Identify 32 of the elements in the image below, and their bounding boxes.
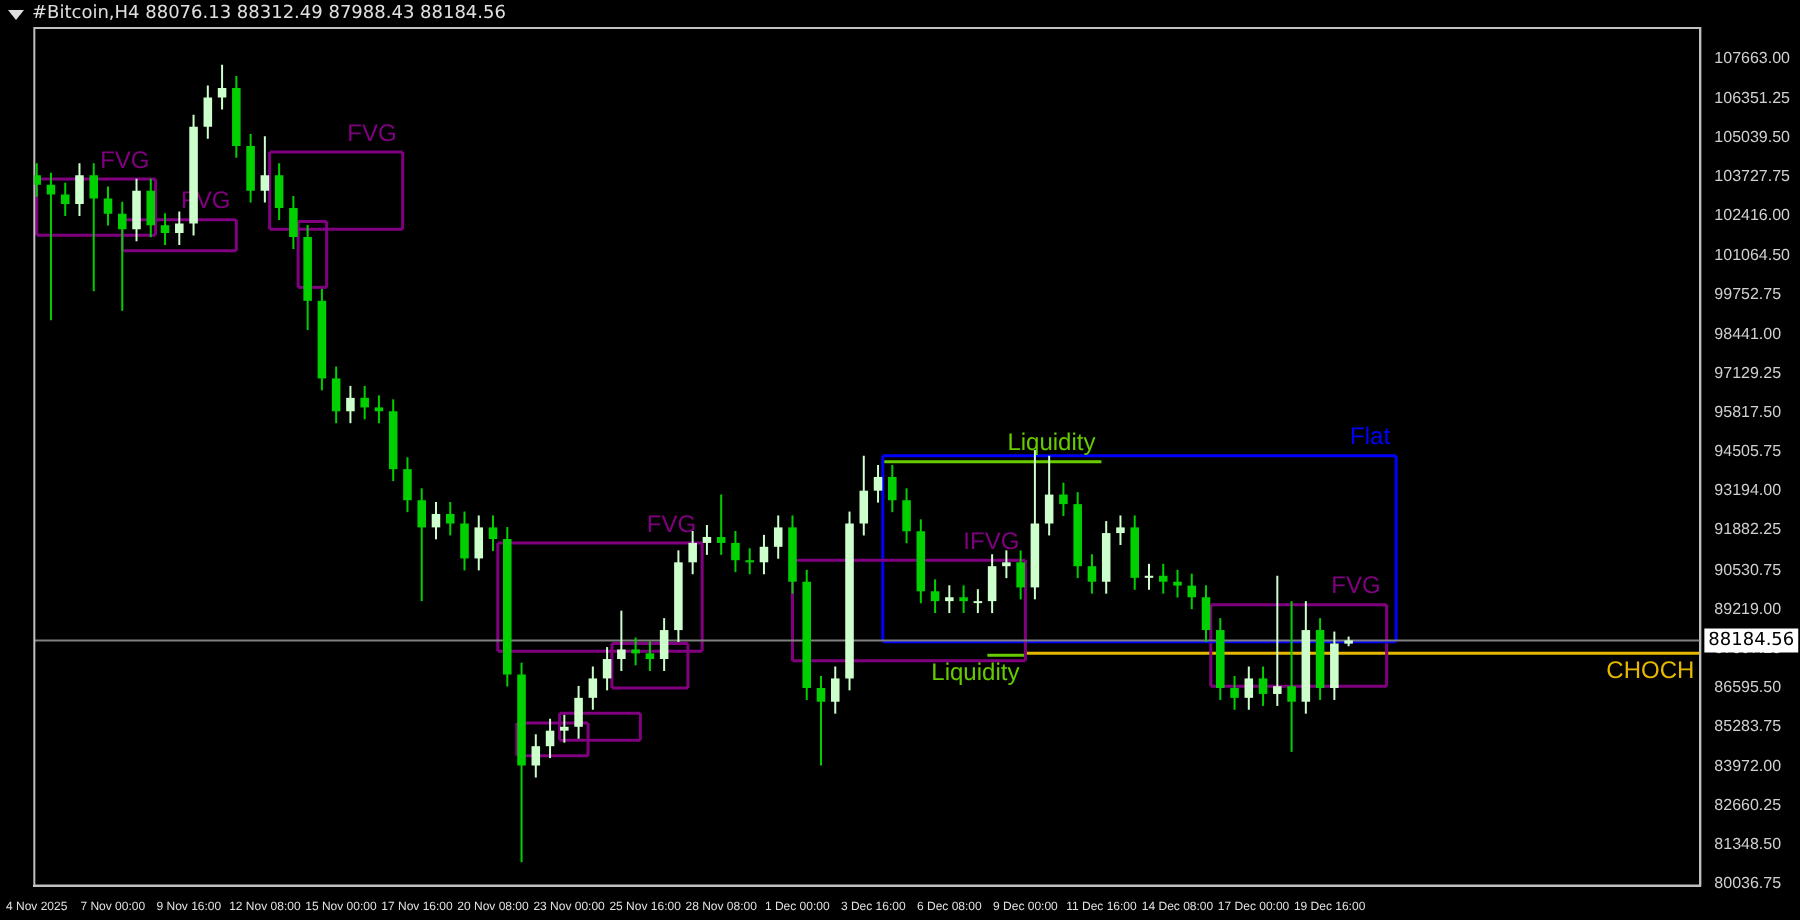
y-tick-label: 107663.00: [1714, 49, 1792, 68]
y-tick-label: 101064.50: [1714, 246, 1792, 265]
y-tick-label: 106351.25: [1714, 88, 1792, 107]
y-tick-label: 90530.75: [1714, 560, 1783, 579]
series-label: IFVG: [963, 526, 1020, 555]
y-tick-label: 91882.25: [1714, 520, 1783, 539]
series-label: FVG: [646, 509, 697, 538]
series-label: FVG: [100, 145, 150, 174]
y-tick-label: 102416.00: [1714, 205, 1792, 224]
series-label: FVG: [347, 118, 397, 147]
ref-line-label: 88184.56: [1708, 631, 1795, 652]
y-tick-label: 95817.50: [1714, 402, 1783, 421]
y-tick-label: 81348.50: [1714, 834, 1783, 853]
y-tick-label: 86595.50: [1714, 678, 1783, 697]
y-tick-label: 89219.00: [1714, 599, 1783, 618]
series-label: FVG: [1331, 571, 1381, 600]
y-tick-label: 99752.75: [1714, 285, 1783, 304]
y-tick-label: 98441.00: [1714, 324, 1783, 343]
chart-title: #Bitcoin,H4 88076.13 88312.49 87988.43 88184.56: [32, 4, 506, 24]
y-tick-label: 85283.75: [1714, 717, 1783, 736]
y-tick-label: 94505.75: [1714, 442, 1783, 461]
series-label: CHOCH: [1606, 655, 1695, 684]
y-tick-label: 97129.25: [1714, 363, 1783, 382]
y-tick-label: 82660.25: [1714, 795, 1783, 814]
y-tick-label: 80036.75: [1714, 874, 1783, 893]
y-tick-label: 83972.00: [1714, 756, 1783, 775]
series-label: Liquidity: [931, 657, 1020, 686]
series-label: Flat: [1350, 422, 1392, 451]
y-tick-label: 93194.00: [1714, 481, 1783, 500]
series-label: Liquidity: [1007, 428, 1096, 457]
y-tick-label: 105039.50: [1714, 127, 1792, 146]
y-tick-label: 103727.75: [1714, 166, 1792, 185]
